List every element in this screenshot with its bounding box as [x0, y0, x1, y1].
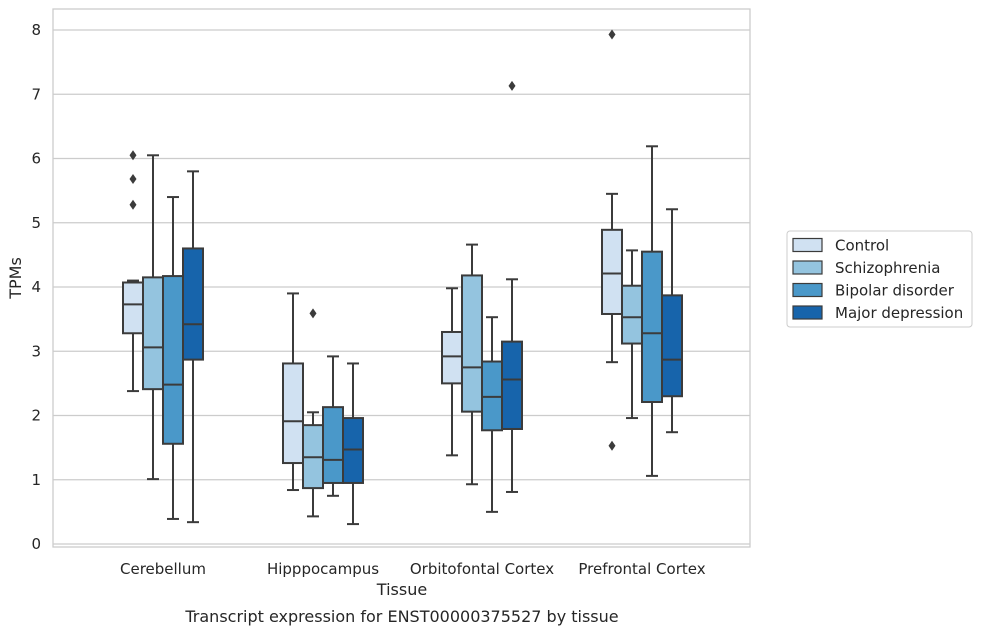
box-2-2 [481, 316, 503, 513]
legend-label: Bipolar disorder [835, 282, 955, 300]
outlier-point [508, 80, 516, 91]
legend-swatch [792, 260, 823, 275]
y-tick-label: 4 [31, 278, 41, 296]
outlier-point [129, 174, 137, 185]
box-body [641, 250, 663, 404]
chart-caption: Transcript expression for ENST0000037552… [184, 607, 618, 626]
box-1-2 [461, 243, 483, 486]
box-0-2 [441, 287, 463, 457]
legend-swatch [792, 305, 823, 320]
y-tick-labels: 0 1 2 3 4 5 6 7 8 [31, 21, 41, 553]
box-3-1 [342, 362, 364, 526]
box-2-3 [641, 145, 663, 477]
box-1-3 [621, 249, 643, 420]
y-axis-label: TPMs [6, 257, 25, 300]
box-1-1 [302, 308, 324, 518]
x-tick-label: Hipppocampus [267, 560, 379, 578]
box-body [162, 275, 184, 445]
y-tick-label: 2 [31, 407, 41, 425]
box-0-3 [601, 29, 623, 451]
plot-frame [52, 8, 751, 548]
legend: Control Schizophrenia Bipolar disorder Majo… [786, 230, 973, 328]
x-tick-labels: Cerebellum Hipppocampus Orbitofontal Corte… [120, 560, 706, 578]
x-tick-label: Prefrontal Cortex [578, 560, 705, 578]
legend-frame [786, 230, 973, 328]
box-group [122, 29, 683, 526]
box-body [441, 330, 463, 385]
box-3-2 [501, 80, 523, 493]
box-body [601, 228, 623, 315]
box-1-0 [142, 154, 164, 481]
y-tick-label: 7 [31, 85, 41, 103]
x-tick-label: Cerebellum [120, 560, 206, 578]
outlier-point [608, 440, 616, 451]
legend-label: Major depression [835, 304, 963, 322]
box-body [182, 247, 204, 361]
y-tick-label: 6 [31, 150, 41, 168]
y-tick-label: 3 [31, 342, 41, 360]
x-axis-label: Tissue [376, 580, 427, 599]
box-body [661, 294, 683, 398]
box-body [122, 281, 144, 335]
box-2-1 [322, 355, 344, 497]
outlier-point [309, 308, 317, 319]
box-body [621, 284, 643, 345]
outlier-point [129, 150, 137, 161]
legend-label: Schizophrenia [835, 259, 940, 277]
legend-swatch [792, 237, 823, 253]
y-tick-label: 5 [31, 214, 41, 232]
y-tick-label: 0 [31, 535, 41, 553]
box-body [142, 276, 164, 391]
box-body [322, 406, 344, 484]
outlier-point [129, 199, 137, 210]
box-0-0 [122, 150, 144, 393]
legend-label: Control [835, 237, 889, 255]
box-body [461, 274, 483, 413]
box-0-1 [282, 292, 304, 492]
x-tick-label: Orbitofontal Cortex [410, 560, 554, 578]
legend-swatch [792, 282, 823, 298]
box-body [501, 340, 523, 430]
box-body [282, 362, 304, 465]
y-tick-label: 8 [31, 21, 41, 39]
box-3-0 [182, 170, 204, 524]
y-tick-label: 1 [31, 471, 41, 489]
outlier-point [608, 29, 616, 40]
box-2-0 [162, 196, 184, 520]
box-3-3 [661, 208, 683, 434]
